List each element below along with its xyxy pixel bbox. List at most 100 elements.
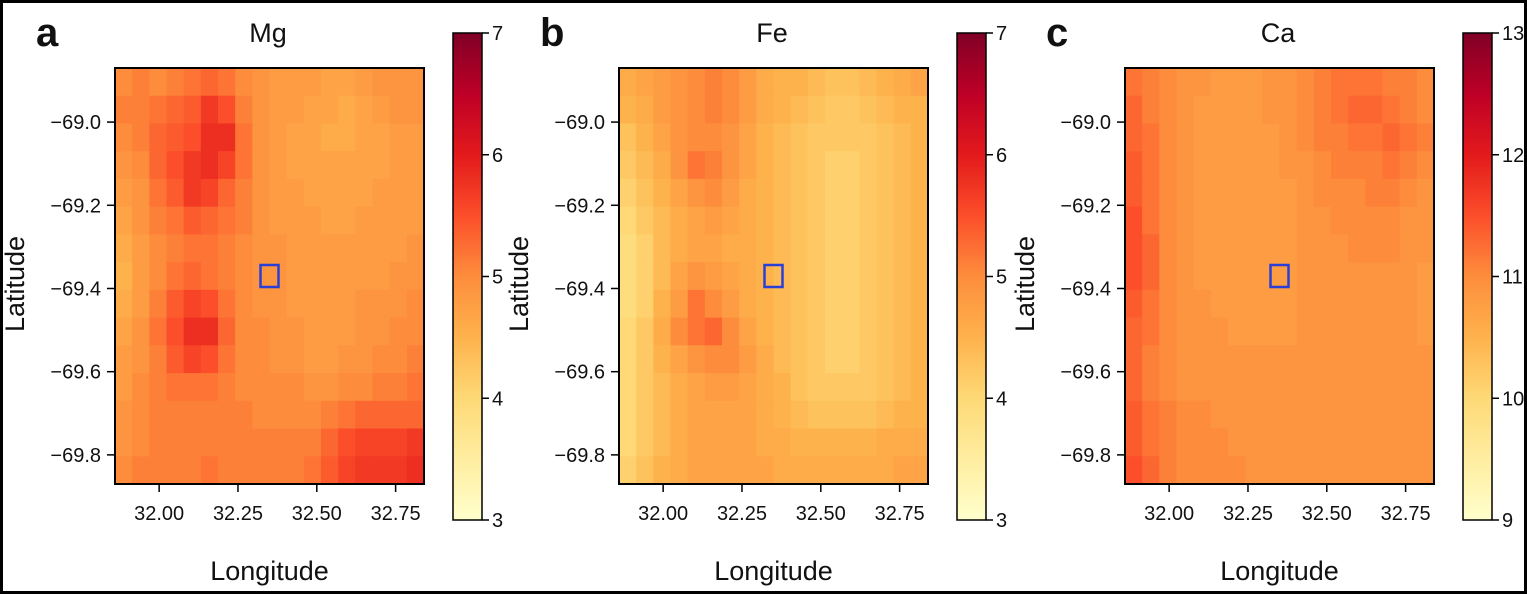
heatmap-cell xyxy=(1331,123,1349,152)
heatmap-cell xyxy=(1142,262,1160,291)
heatmap-cell xyxy=(893,262,912,291)
heatmap-cell xyxy=(115,317,133,346)
heatmap-cell xyxy=(1382,178,1401,208)
panel-letter: b xyxy=(540,11,564,55)
heatmap-cell xyxy=(1279,68,1298,97)
heatmap-cell xyxy=(338,289,356,319)
heatmap-cell xyxy=(807,68,826,97)
heatmap-cell xyxy=(653,428,672,457)
heatmap-cell xyxy=(303,428,322,457)
heatmap-cell xyxy=(653,68,672,97)
x-axis-label: Longitude xyxy=(714,556,833,586)
heatmap-cell xyxy=(842,345,860,374)
heatmap-cell xyxy=(825,400,843,430)
heatmap-cell xyxy=(406,123,425,152)
heatmap-cell xyxy=(1262,400,1281,430)
heatmap-cell xyxy=(1176,151,1195,180)
heatmap-cell xyxy=(1159,95,1178,125)
heatmap-cell xyxy=(1313,456,1332,485)
heatmap-cell xyxy=(1348,456,1366,485)
heatmap-cell xyxy=(687,178,706,208)
heatmap-cell xyxy=(166,206,185,235)
heatmap-cell xyxy=(653,317,672,346)
heatmap-cell xyxy=(807,456,826,485)
heatmap-cell xyxy=(636,262,654,291)
heatmap-cell xyxy=(807,289,826,319)
heatmap-cell xyxy=(115,206,133,235)
heatmap-cell xyxy=(389,373,408,402)
heatmap-cell xyxy=(1416,456,1435,485)
heatmap-cell xyxy=(704,95,723,125)
heatmap-cell xyxy=(1262,151,1281,180)
heatmap-cell xyxy=(636,95,654,125)
heatmap-cell xyxy=(910,123,929,152)
heatmap-cell xyxy=(670,456,689,485)
heatmap-cell xyxy=(183,428,202,457)
heatmap-cell xyxy=(859,262,878,291)
heatmap-cell xyxy=(200,234,219,263)
heatmap-cell xyxy=(1296,373,1315,402)
heatmap-cell xyxy=(807,178,826,208)
heatmap-cell xyxy=(773,206,792,235)
heatmap-cell xyxy=(1176,428,1195,457)
heatmap-cell xyxy=(722,289,740,319)
heatmap-cell xyxy=(687,456,706,485)
heatmap-cell xyxy=(1176,400,1195,430)
heatmap-cell xyxy=(756,151,775,180)
heatmap-cell xyxy=(653,289,672,319)
heatmap-cell xyxy=(286,178,305,208)
y-tick-label: −69.6 xyxy=(554,362,605,384)
heatmap-cell xyxy=(115,262,133,291)
heatmap-cell xyxy=(1365,68,1384,97)
heatmap-cell xyxy=(338,456,356,485)
heatmap-cell xyxy=(200,373,219,402)
heatmap-cell xyxy=(704,68,723,97)
heatmap-cell xyxy=(1159,234,1178,263)
heatmap-cell xyxy=(321,178,339,208)
heatmap-cell xyxy=(722,345,740,374)
heatmap-cell xyxy=(1262,123,1281,152)
heatmap-cell xyxy=(149,68,168,97)
heatmap-cell xyxy=(756,373,775,402)
heatmap-cell xyxy=(1313,206,1332,235)
heatmap-cell xyxy=(1193,123,1212,152)
heatmap-cell xyxy=(1193,151,1212,180)
heatmap-cell xyxy=(825,234,843,263)
colorbar-tick-label: 7 xyxy=(996,23,1007,45)
heatmap-cell xyxy=(859,68,878,97)
heatmap-cell xyxy=(1296,317,1315,346)
heatmap-cell xyxy=(739,289,757,319)
heatmap-cell xyxy=(321,234,339,263)
heatmap-cell xyxy=(825,345,843,374)
heatmap-cell xyxy=(1245,456,1263,485)
heatmap-cell xyxy=(1159,456,1178,485)
heatmap-cell xyxy=(1416,373,1435,402)
heatmap-cell xyxy=(1296,234,1315,263)
heatmap-cell xyxy=(619,68,637,97)
heatmap-cell xyxy=(406,345,425,374)
heatmap-cell xyxy=(670,345,689,374)
heatmap-cell xyxy=(893,289,912,319)
heatmap-cell xyxy=(1399,68,1418,97)
heatmap-cell xyxy=(687,151,706,180)
heatmap-cell xyxy=(790,95,809,125)
heatmap-cell xyxy=(355,289,374,319)
heatmap-cell xyxy=(286,345,305,374)
heatmap-cell xyxy=(115,95,133,125)
heatmap-cell xyxy=(1399,206,1418,235)
panel-a: 32.00 32.25 32.50 32.75 −69.0 −69.2 −69.4 −69.6… xyxy=(0,11,503,586)
heatmap-cell xyxy=(115,234,133,263)
heatmap-cell xyxy=(790,456,809,485)
heatmap-cell xyxy=(807,317,826,346)
heatmap-cell xyxy=(876,428,895,457)
heatmap-cell xyxy=(406,68,425,97)
heatmap-cell xyxy=(218,289,236,319)
heatmap-cell xyxy=(1193,234,1212,263)
heatmap-cell xyxy=(115,400,133,430)
heatmap-cell xyxy=(859,317,878,346)
x-axis-label: Longitude xyxy=(210,556,329,586)
y-tick-label: −69.0 xyxy=(554,112,605,134)
heatmap-cell xyxy=(722,123,740,152)
heatmap-cell xyxy=(619,428,637,457)
y-tick-label: −69.4 xyxy=(1060,278,1111,300)
